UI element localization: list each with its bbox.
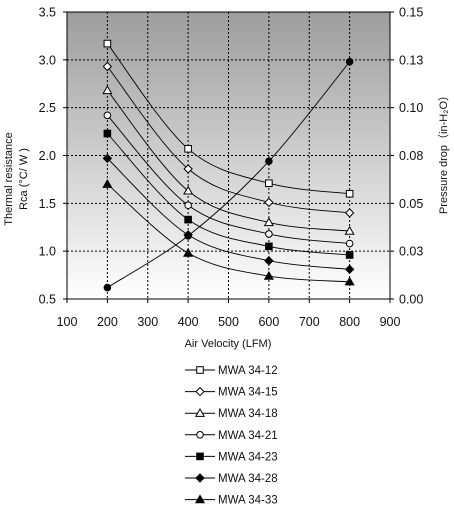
series-point-3 [102, 85, 113, 95]
y-tick-label: 1.5 [39, 197, 56, 211]
series-line-7 [107, 183, 350, 283]
series-point-4 [345, 239, 354, 248]
legend-marker-1 [196, 366, 204, 374]
x-tick-label: 700 [299, 315, 320, 329]
series-point-6 [344, 264, 355, 275]
x-tick-label: 300 [137, 315, 158, 329]
series-point-6 [264, 256, 274, 266]
series-point-2 [183, 164, 193, 174]
y-tick-label: 2.0 [39, 149, 56, 163]
y-tick-label: 3.5 [39, 6, 56, 20]
series-line-2 [107, 66, 350, 214]
y2-tick-label: 0.00 [399, 293, 423, 307]
y2-tick-label: 0.10 [399, 101, 423, 115]
series-point-1 [345, 189, 354, 198]
plot-frame [66, 11, 391, 300]
series-line-4 [107, 115, 350, 244]
series-line-1 [107, 43, 350, 195]
legend-marker-6 [195, 473, 205, 483]
y2-tick-label: 0.15 [399, 6, 423, 20]
series-point-6 [102, 153, 113, 164]
x-tick-label: 600 [258, 315, 279, 329]
y-tick-label: 2.5 [39, 101, 56, 115]
legend-label-2: MWA 34-15 [218, 387, 278, 399]
x-tick-label: 900 [380, 315, 401, 329]
x-tick-label: 500 [218, 315, 239, 329]
x-axis-label: Air Velocity (LFM) [185, 338, 272, 350]
y2-tick-label: 0.05 [399, 197, 423, 211]
series-point-1 [103, 39, 112, 48]
y-tick-label: 1.0 [39, 245, 56, 259]
y-axis-label-line2: Rca (°C/ W ) [18, 148, 30, 210]
series-point-5 [103, 129, 112, 138]
series-point-2 [264, 197, 274, 208]
series-point-3 [263, 217, 274, 227]
series-point-5 [265, 242, 273, 251]
series-line-3 [107, 90, 350, 232]
series-line-5 [107, 133, 350, 256]
y-tick-label: 0.5 [39, 293, 56, 307]
x-tick-label: 100 [57, 315, 78, 329]
legend-label-3: MWA 34-18 [218, 408, 278, 420]
series-point-2 [102, 61, 113, 72]
y2-tick-label: 0.03 [399, 245, 423, 259]
y2-tick-label: 0.13 [399, 53, 423, 67]
series-point-5 [184, 215, 192, 224]
y2-tick-label: 0.08 [399, 149, 423, 163]
series-point-3 [183, 185, 194, 195]
legend-label-6: MWA 34-28 [218, 473, 278, 485]
series-point-2 [344, 208, 355, 218]
pressure-drop-line [107, 61, 350, 288]
legend-label-7: MWA 34-33 [218, 495, 278, 506]
x-tick-label: 400 [178, 315, 199, 329]
legend-marker-7 [194, 494, 206, 504]
y-tick-label: 3.0 [39, 53, 56, 67]
pressure-drop-point [103, 283, 112, 292]
series-point-3 [344, 225, 355, 235]
legend-label-5: MWA 34-23 [218, 451, 278, 463]
series-point-4 [184, 201, 192, 210]
series-point-1 [184, 145, 192, 153]
legend-marker-4 [196, 431, 204, 439]
series-line-6 [107, 158, 350, 270]
series-point-5 [345, 251, 354, 259]
series-point-7 [344, 276, 355, 286]
x-tick-label: 200 [97, 315, 118, 329]
series-point-7 [263, 270, 274, 280]
x-tick-label: 800 [339, 315, 360, 329]
series-point-7 [183, 247, 194, 257]
y-axis-label-line1: Thermal resistance [3, 132, 15, 226]
pressure-drop-point [265, 157, 273, 166]
legend-marker-3 [194, 407, 206, 417]
legend-marker-5 [196, 452, 204, 461]
legend-label-4: MWA 34-21 [218, 430, 278, 442]
series-point-6 [183, 230, 193, 240]
series-point-7 [102, 178, 113, 188]
series-point-1 [265, 179, 273, 188]
legend-label-1: MWA 34-12 [218, 365, 278, 377]
series-point-4 [265, 230, 273, 238]
series-point-4 [103, 111, 112, 120]
y2-axis-label: Pressure drop（in-H₂O） [437, 90, 450, 214]
pressure-drop-point [345, 57, 354, 66]
legend-marker-2 [195, 386, 205, 397]
